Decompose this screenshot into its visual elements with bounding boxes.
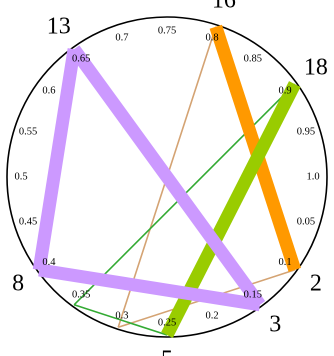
tick-label: 0.85 — [244, 53, 262, 64]
tick-label: 0.5 — [14, 171, 27, 182]
tick-label: 0.3 — [115, 310, 128, 321]
node-label-16: 16 — [212, 0, 236, 14]
tick-label: 0.55 — [19, 126, 37, 137]
chord-6 — [39, 49, 74, 270]
tick-label: 1.0 — [306, 171, 319, 182]
tick-label: 0.9 — [279, 86, 292, 97]
tick-label: 0.75 — [158, 25, 176, 36]
tick-label: 0.05 — [297, 217, 315, 228]
tick-label: 0.15 — [244, 290, 262, 301]
node-label-8: 8 — [12, 271, 24, 297]
tick-label: 0.8 — [206, 33, 219, 44]
node-label-3: 3 — [269, 311, 281, 337]
tick-label: 0.2 — [206, 310, 219, 321]
tick-label: 0.45 — [19, 217, 37, 228]
node-label-18: 18 — [304, 54, 328, 80]
node-label-13: 13 — [47, 14, 71, 40]
tick-label: 0.25 — [158, 317, 176, 328]
node-label-2: 2 — [310, 271, 322, 297]
tick-label: 0.1 — [279, 257, 292, 268]
tick-label: 0.6 — [42, 86, 55, 97]
tick-label: 0.4 — [42, 257, 56, 268]
tick-label: 0.65 — [72, 53, 90, 64]
tick-label: 0.35 — [72, 290, 90, 301]
tick-label: 0.95 — [297, 126, 315, 137]
tick-label: 0.7 — [115, 33, 128, 44]
node-label-5: 5 — [161, 347, 173, 356]
